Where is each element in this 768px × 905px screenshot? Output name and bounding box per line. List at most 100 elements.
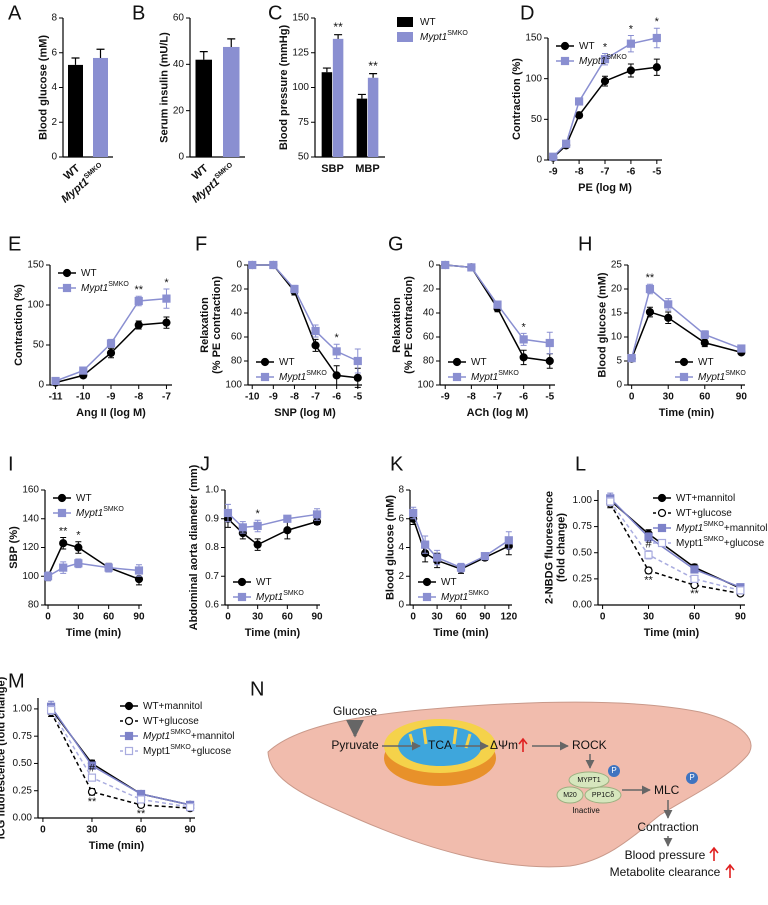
node-m20: M20 [563,792,577,799]
y-tick-label: 0.25 [13,785,33,796]
panel-letter: H [578,233,592,255]
legend-label: Mypt1SMKO+mannitol [676,521,768,534]
x-tick-label: 90 [736,392,748,403]
marker [467,263,476,272]
panel: J 0.6 0.7 0.8 0.9 1.0 Abdominal aorta diameter… [188,453,323,639]
y-tick-label: 100 [292,82,309,93]
marker [185,802,195,812]
up-arrow [725,863,735,878]
x-tick-label: 30 [432,612,444,623]
line [50,706,191,806]
marker [700,338,709,347]
marker [422,592,432,602]
panel: L 0.00 0.25 0.50 0.75 1.00 2-NBDG fluorescence… [544,453,768,639]
significance: * [603,41,608,53]
marker [574,97,584,106]
marker [353,356,362,366]
marker [124,731,134,741]
marker [441,260,450,270]
node-mypt1: MYPT1 [577,777,600,784]
line [609,497,741,588]
legend-label: Mypt1SMKO [441,590,489,603]
y-tick-label: 4 [51,82,57,93]
y-tick-label: 2 [51,117,57,128]
marker [574,111,584,120]
y-axis-label: Relaxation [199,297,211,353]
legend-name: Mypt1 [143,746,171,757]
marker [644,550,653,559]
x-tick-label: 30 [86,825,98,836]
marker [62,268,72,278]
significance: ** [137,808,146,820]
legend-suffix: +glucose [724,538,765,549]
legend-label: WT+mannitol [143,701,202,712]
y-axis-label: (% PE contraction) [211,276,223,374]
x-tick-label: 0 [410,612,416,623]
y-tick-label: 140 [22,513,39,524]
y-tick-label: 75 [298,117,310,128]
panel-letter: E [8,233,21,255]
cristae [408,728,472,749]
y-axis-label: 2-NBDG fluorescence [544,491,556,604]
line [445,264,550,362]
marker [283,514,292,523]
x-tick-label: -9 [549,167,558,178]
marker [311,341,320,350]
x-axis-label: Time (min) [66,627,122,639]
legend-swatch [397,17,413,27]
complex-part [556,786,584,804]
legend-label: Mypt1SMKO [471,370,519,383]
significance: * [629,23,634,35]
legend-label: Mypt1SMKO [81,281,129,294]
line [50,711,191,809]
legend-label: WT+glucose [676,508,732,519]
y-tick-label: 0 [536,155,542,166]
bar [321,72,333,157]
marker [690,565,699,574]
x-axis-label: Ang II (log M) [76,407,146,419]
legend-suffix: +glucose [191,746,232,757]
x-tick-label: -8 [134,392,143,403]
y-tick-label: 80 [423,356,435,367]
legend-sup: SMKO [703,536,724,543]
marker [644,532,653,542]
node-mlc: MLC [654,783,680,797]
y-tick-label: 80 [231,356,243,367]
y-tick-label: 15 [611,308,623,319]
significance: ** [646,272,655,284]
x-tick-label: 120 [500,612,517,623]
marker [311,326,320,336]
y-tick-label: 1.0 [205,485,219,496]
up-arrow [518,737,528,752]
y-tick-label: 0 [236,260,242,271]
significance: * [655,16,660,28]
significance: * [164,277,169,289]
legend-label: WT [256,577,272,588]
marker [290,284,299,294]
marker [562,139,571,148]
error-bar [199,50,208,60]
line [252,264,359,362]
y-tick-label: 50 [531,114,543,125]
legend-label: WT+glucose [143,716,199,727]
marker [43,572,53,581]
y-tick-label: 0 [51,152,57,163]
bar [195,59,212,158]
marker [657,508,667,518]
legend-label: WT [441,577,457,588]
x-tick-label: 60 [135,825,147,836]
node-inactive: Inactive [572,806,600,815]
marker [332,371,341,380]
category: WT [190,162,211,182]
line [609,503,741,595]
marker [519,335,528,344]
marker [737,344,746,353]
y-tick-label: 20 [173,105,185,116]
marker [657,493,667,503]
legend-name: Mypt1 [76,508,103,519]
marker [104,563,113,572]
phospho-label: P [689,773,694,782]
phospho [686,772,698,784]
marker [134,566,144,575]
y-tick-label: 50 [33,340,45,351]
